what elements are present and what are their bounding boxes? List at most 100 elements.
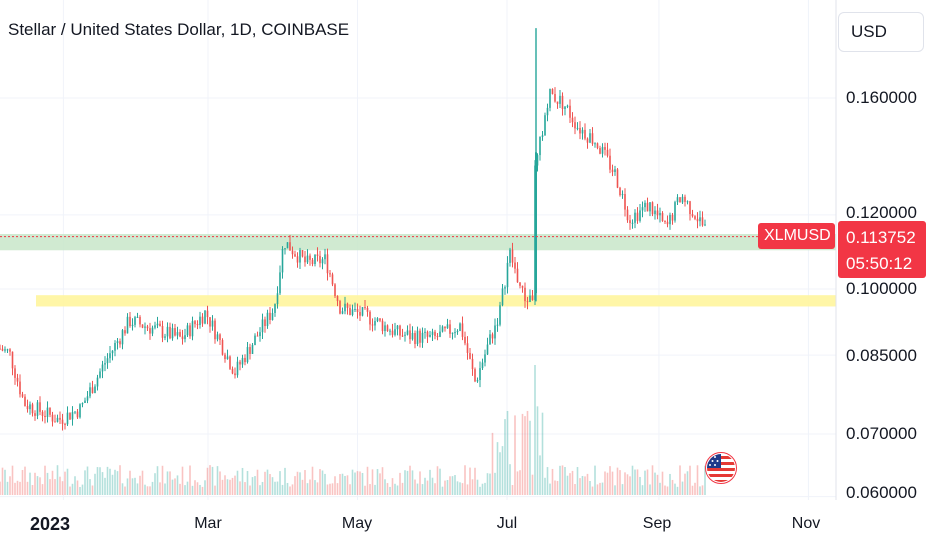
candle-body bbox=[176, 332, 179, 336]
volume-bar bbox=[544, 477, 546, 495]
candle-body bbox=[641, 207, 644, 211]
candle-body bbox=[44, 415, 46, 418]
price-tick: 0.100000 bbox=[846, 279, 917, 298]
time-tick: Jul bbox=[496, 515, 518, 532]
volume-bar bbox=[131, 478, 134, 495]
volume-bar bbox=[601, 482, 604, 495]
candle-body bbox=[701, 217, 704, 226]
volume-bar bbox=[641, 485, 644, 495]
volume-bar bbox=[506, 410, 509, 495]
volume-bar bbox=[1, 467, 4, 495]
volume-bar bbox=[586, 473, 589, 495]
volume-bar bbox=[656, 474, 659, 495]
candle-body bbox=[436, 335, 439, 337]
candle-body bbox=[554, 94, 556, 102]
candle-body bbox=[471, 358, 474, 370]
volume-bar bbox=[351, 469, 354, 495]
candle-body bbox=[461, 323, 464, 337]
candle-body bbox=[646, 202, 649, 212]
candle-body bbox=[381, 320, 384, 332]
volume-bar bbox=[181, 466, 184, 495]
candle-body bbox=[179, 332, 181, 337]
volume-bar bbox=[519, 470, 521, 495]
volume-bar bbox=[26, 481, 29, 495]
volume-bar bbox=[66, 468, 69, 495]
volume-bar bbox=[436, 466, 439, 495]
candle-body bbox=[379, 318, 381, 321]
volume-bar bbox=[491, 432, 494, 495]
candle-body bbox=[181, 336, 184, 340]
volume-bar bbox=[516, 471, 519, 495]
candle-body bbox=[364, 307, 366, 309]
volume-bar bbox=[219, 471, 221, 495]
candle-body bbox=[134, 317, 136, 325]
candle-body bbox=[631, 222, 634, 224]
candle-body bbox=[529, 295, 531, 302]
candle-body bbox=[106, 358, 109, 364]
currency-button[interactable]: USD bbox=[838, 12, 924, 52]
volume-bar bbox=[591, 486, 594, 495]
volume-bar bbox=[156, 466, 159, 495]
volume-bar bbox=[104, 477, 106, 495]
candle-body bbox=[676, 197, 679, 203]
volume-bar bbox=[201, 486, 204, 495]
candle-body bbox=[609, 155, 611, 170]
candle-body bbox=[389, 330, 391, 332]
candle-body bbox=[269, 312, 271, 321]
volume-bar bbox=[6, 481, 9, 495]
volume-bar bbox=[271, 477, 274, 495]
volume-bar bbox=[696, 465, 699, 495]
candle-body bbox=[586, 138, 589, 143]
volume-bar bbox=[409, 465, 411, 495]
volume-bar bbox=[386, 483, 389, 495]
volume-bar bbox=[209, 465, 211, 495]
volume-bars bbox=[0, 365, 706, 495]
volume-bar bbox=[81, 484, 84, 495]
volume-bar bbox=[584, 476, 586, 495]
us-flag-icon[interactable] bbox=[705, 452, 737, 484]
candle-body bbox=[491, 334, 494, 339]
candle-body bbox=[34, 413, 36, 416]
volume-bar bbox=[689, 465, 691, 495]
candle-body bbox=[41, 411, 44, 416]
candle-body bbox=[521, 285, 524, 288]
candle-body bbox=[64, 423, 66, 425]
candle-body bbox=[276, 293, 279, 305]
candle-body bbox=[669, 214, 671, 225]
volume-bar bbox=[91, 485, 94, 495]
volume-bar bbox=[349, 484, 351, 495]
candle-body bbox=[14, 368, 16, 378]
volume-bar bbox=[419, 471, 421, 495]
candle-body bbox=[316, 254, 319, 256]
volume-bar bbox=[434, 483, 436, 495]
candle-body bbox=[144, 326, 146, 328]
volume-bar bbox=[69, 486, 71, 495]
volume-bar bbox=[691, 485, 694, 495]
volume-bar bbox=[511, 485, 514, 495]
candle-body bbox=[551, 89, 554, 95]
volume-bar bbox=[449, 476, 451, 495]
volume-bar bbox=[224, 475, 226, 495]
candle-body bbox=[234, 373, 236, 376]
volume-bar bbox=[626, 474, 629, 495]
candle-body bbox=[326, 254, 329, 274]
candle-body bbox=[466, 343, 469, 353]
volume-bar bbox=[614, 485, 616, 495]
volume-bar bbox=[331, 483, 334, 495]
candle-body bbox=[201, 316, 204, 324]
volume-bar bbox=[226, 479, 229, 495]
candle-body bbox=[221, 340, 224, 355]
volume-bar bbox=[164, 483, 166, 495]
volume-bar bbox=[556, 480, 559, 495]
candle-body bbox=[159, 323, 161, 326]
candle-body bbox=[339, 301, 341, 314]
volume-bar bbox=[329, 483, 331, 495]
candle-body bbox=[304, 256, 306, 263]
candle-body bbox=[629, 220, 631, 224]
price-tick: 0.070000 bbox=[846, 424, 917, 443]
volume-bar bbox=[431, 477, 434, 495]
candle-body bbox=[509, 249, 511, 263]
volume-bar bbox=[421, 484, 424, 495]
last-price-value: 0.113752 bbox=[846, 228, 916, 247]
